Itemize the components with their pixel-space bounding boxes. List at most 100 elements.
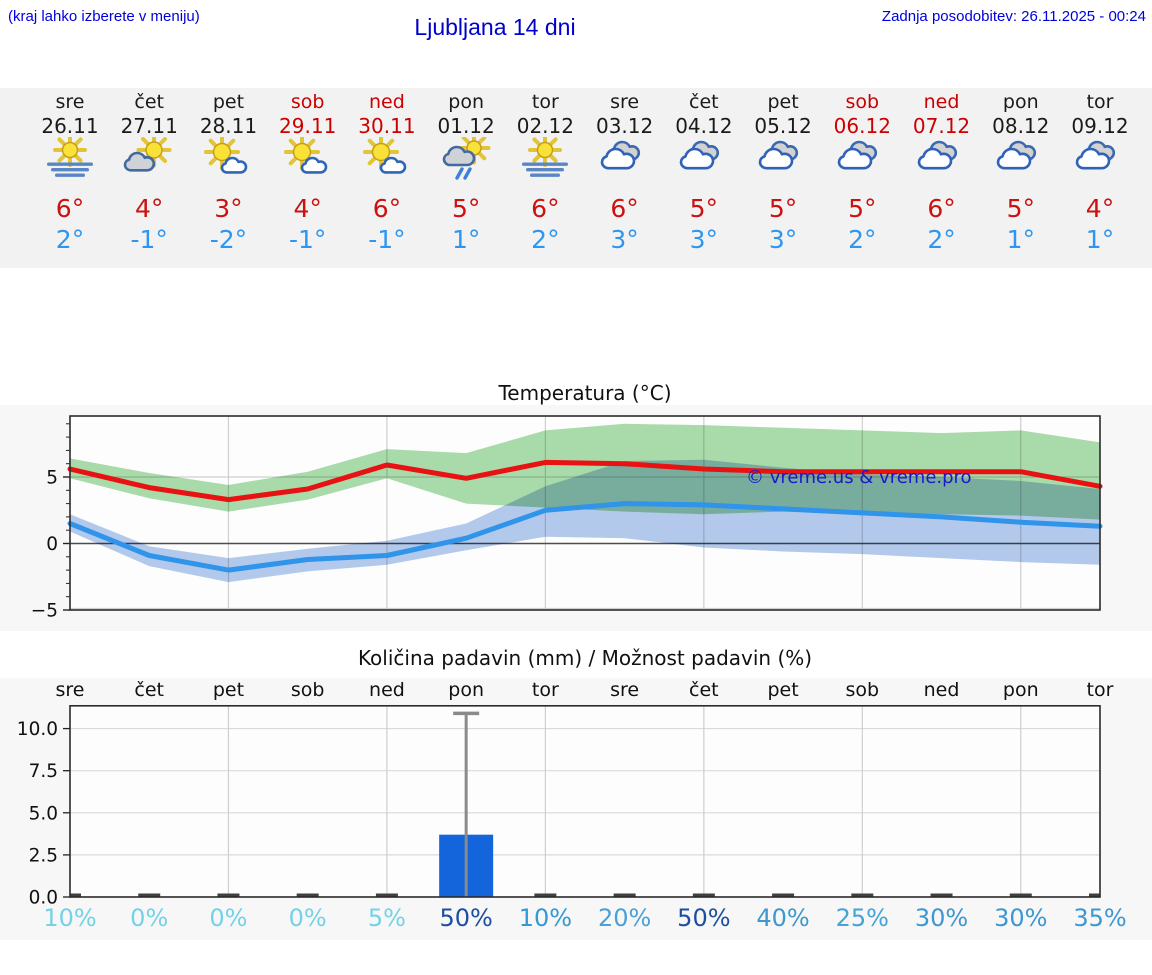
watermark: © vreme.us & vreme.pro [746, 467, 972, 488]
day-date: 06.12 [833, 114, 891, 138]
precip-day-label: sre [55, 679, 85, 701]
forecast-day-cell: sre 03.12 6° 3° [582, 88, 668, 254]
forecast-day-cell: ned 30.11 6° -1° [344, 88, 430, 254]
menu-hint: (kraj lahko izberete v meniju) [8, 8, 200, 25]
day-date: 04.12 [675, 114, 733, 138]
plot-area [70, 705, 1100, 897]
day-date: 05.12 [754, 114, 812, 138]
precip-probability: 0% [288, 904, 327, 932]
high-temp: 3° [214, 194, 243, 223]
forecast-day-cell: pet 28.11 3° -2° [185, 88, 271, 254]
sun-fog-icon [502, 137, 588, 187]
y-tick-label: 0.0 [29, 888, 58, 906]
precip-probability: 5% [367, 904, 406, 932]
cloudy-icon [819, 137, 905, 187]
day-date: 01.12 [437, 114, 495, 138]
last-updated: Zadnja posodobitev: 26.11.2025 - 00:24 [881, 8, 1146, 25]
precip-probability: 20% [597, 904, 652, 932]
precip-day-label: pon [448, 679, 485, 701]
forecast-day-cell: čet 27.11 4° -1° [106, 88, 192, 254]
sun-smallcloud-icon [185, 137, 271, 187]
forecast-day-cell: ned 07.12 6° 2° [899, 88, 985, 254]
precip-probability: 10% [518, 904, 573, 932]
day-date: 30.11 [358, 114, 416, 138]
forecast-day-cell: sob 29.11 4° -1° [265, 88, 351, 254]
y-tick-label: 7.5 [29, 761, 58, 782]
low-temp: 1° [1085, 225, 1115, 254]
day-name: ned [369, 91, 405, 113]
day-date: 08.12 [992, 114, 1050, 138]
high-temp: 4° [293, 194, 322, 223]
precip-chart-title: Količina padavin (mm) / Možnost padavin … [357, 646, 813, 670]
precip-day-label: ned [369, 679, 405, 701]
day-date: 29.11 [279, 114, 337, 138]
y-axis: 0.0 2.5 5.0 7.5 10.0 [17, 719, 70, 905]
day-name: tor [1086, 91, 1114, 113]
low-temp: -1° [130, 225, 168, 254]
forecast-day-cell: pet 05.12 5° 3° [740, 88, 826, 253]
y-tick-label: 2.5 [29, 845, 58, 866]
cloudy-icon [899, 137, 985, 187]
precip-probability: 0% [130, 904, 169, 932]
high-temp: 4° [1085, 194, 1115, 223]
temperature-chart: −5 0 5 [31, 415, 1103, 622]
precip-probability: 50% [439, 904, 493, 932]
forecast-day-cell: čet 04.12 5° 3° [661, 88, 747, 253]
y-axis: −5 0 5 [31, 423, 70, 622]
day-name: čet [134, 91, 165, 113]
high-temp-line [67, 459, 1103, 503]
low-temp: 2° [848, 225, 877, 254]
precip-day-label: čet [689, 679, 719, 701]
precip-day-label: tor [531, 679, 559, 701]
low-temp: -1° [368, 225, 406, 254]
day-name: pet [767, 91, 799, 113]
forecast-day-cell: tor 02.12 6° 2° [502, 88, 588, 254]
day-name: pon [448, 91, 484, 113]
cloudy-icon [1057, 137, 1143, 187]
forecast-day-cell: tor 09.12 4° 1° [1057, 88, 1143, 254]
precip-probability: 0% [209, 904, 248, 932]
low-temp: -2° [209, 225, 248, 254]
day-name: sob [845, 91, 880, 113]
precip-day-label: pet [212, 679, 245, 701]
high-temp: 6° [531, 194, 560, 223]
y-tick-label: 5 [46, 468, 58, 489]
precip-probability: 30% [994, 904, 1048, 932]
day-name: sre [55, 91, 85, 113]
low-temp: 1° [1006, 225, 1035, 254]
precip-probability: 10% [43, 904, 97, 932]
precip-day-label: sre [610, 679, 640, 701]
page-title: Ljubljana 14 dni [414, 14, 576, 40]
forecast-day-cell: sob 06.12 5° 2° [819, 88, 905, 254]
low-temp: -1° [288, 225, 327, 254]
precipitation-chart: 0.0 2.5 5.0 7.5 10.0 [17, 705, 1101, 905]
day-name: pon [1002, 91, 1039, 113]
cloudy-icon [740, 137, 826, 187]
forecast-day-cell: pon 08.12 5° 1° [978, 88, 1064, 254]
sun-smallcloud-icon [265, 137, 351, 187]
y-tick-label: 10.0 [17, 719, 58, 740]
day-date: 02.12 [516, 114, 574, 138]
low-temp: 2° [531, 225, 560, 254]
high-temp: 5° [689, 194, 719, 223]
cloudy-icon [661, 137, 747, 187]
day-date: 03.12 [595, 114, 654, 138]
y-tick-label: 5.0 [29, 803, 58, 824]
precip-day-label: tor [1086, 679, 1114, 701]
precip-day-label: pon [1002, 679, 1039, 701]
low-temp: 2° [927, 225, 956, 254]
y-tick-label: 0 [46, 534, 58, 555]
high-temp: 6° [55, 194, 85, 223]
sun-fog-icon [27, 137, 113, 187]
low-temp: 2° [55, 225, 85, 254]
precip-probability: 35% [1073, 904, 1127, 932]
day-date: 27.11 [120, 114, 178, 138]
sun-cloud-icon [106, 137, 192, 187]
cloudy-icon [978, 137, 1064, 187]
day-date: 09.12 [1071, 114, 1129, 138]
precip-day-label: čet [134, 679, 165, 701]
precip-probability: 40% [756, 904, 810, 932]
low-temp: 3° [610, 225, 639, 254]
y-tick-label: −5 [31, 601, 58, 622]
